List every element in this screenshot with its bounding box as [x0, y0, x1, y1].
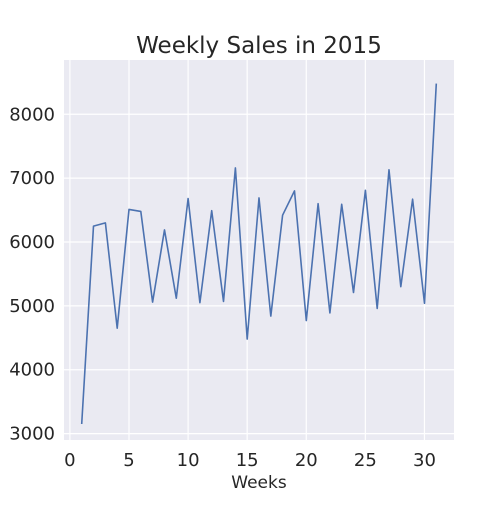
x-axis-label: Weeks [231, 473, 287, 493]
x-tick-label: 30 [413, 450, 436, 471]
y-tick-label: 3000 [9, 424, 55, 445]
x-tick-label: 5 [123, 450, 134, 471]
x-tick-label: 15 [236, 450, 259, 471]
y-tick-label: 5000 [9, 296, 55, 317]
x-tick-label: 25 [354, 450, 377, 471]
x-tick-label: 20 [295, 450, 318, 471]
y-tick-label: 7000 [9, 168, 55, 189]
x-gridlines [69, 60, 426, 440]
y-tick-label: 4000 [9, 360, 55, 381]
y-tick-labels: 3000 4000 5000 6000 7000 8000 [9, 104, 55, 444]
chart-title: Weekly Sales in 2015 [136, 33, 382, 59]
series-line [80, 83, 438, 425]
x-tick-label: 10 [177, 450, 200, 471]
plot-background [64, 60, 454, 440]
x-tick-label: 0 [64, 450, 75, 471]
y-tick-label: 8000 [9, 104, 55, 125]
x-tick-labels: 0 5 10 15 20 25 30 [64, 450, 436, 471]
y-tick-label: 6000 [9, 232, 55, 253]
